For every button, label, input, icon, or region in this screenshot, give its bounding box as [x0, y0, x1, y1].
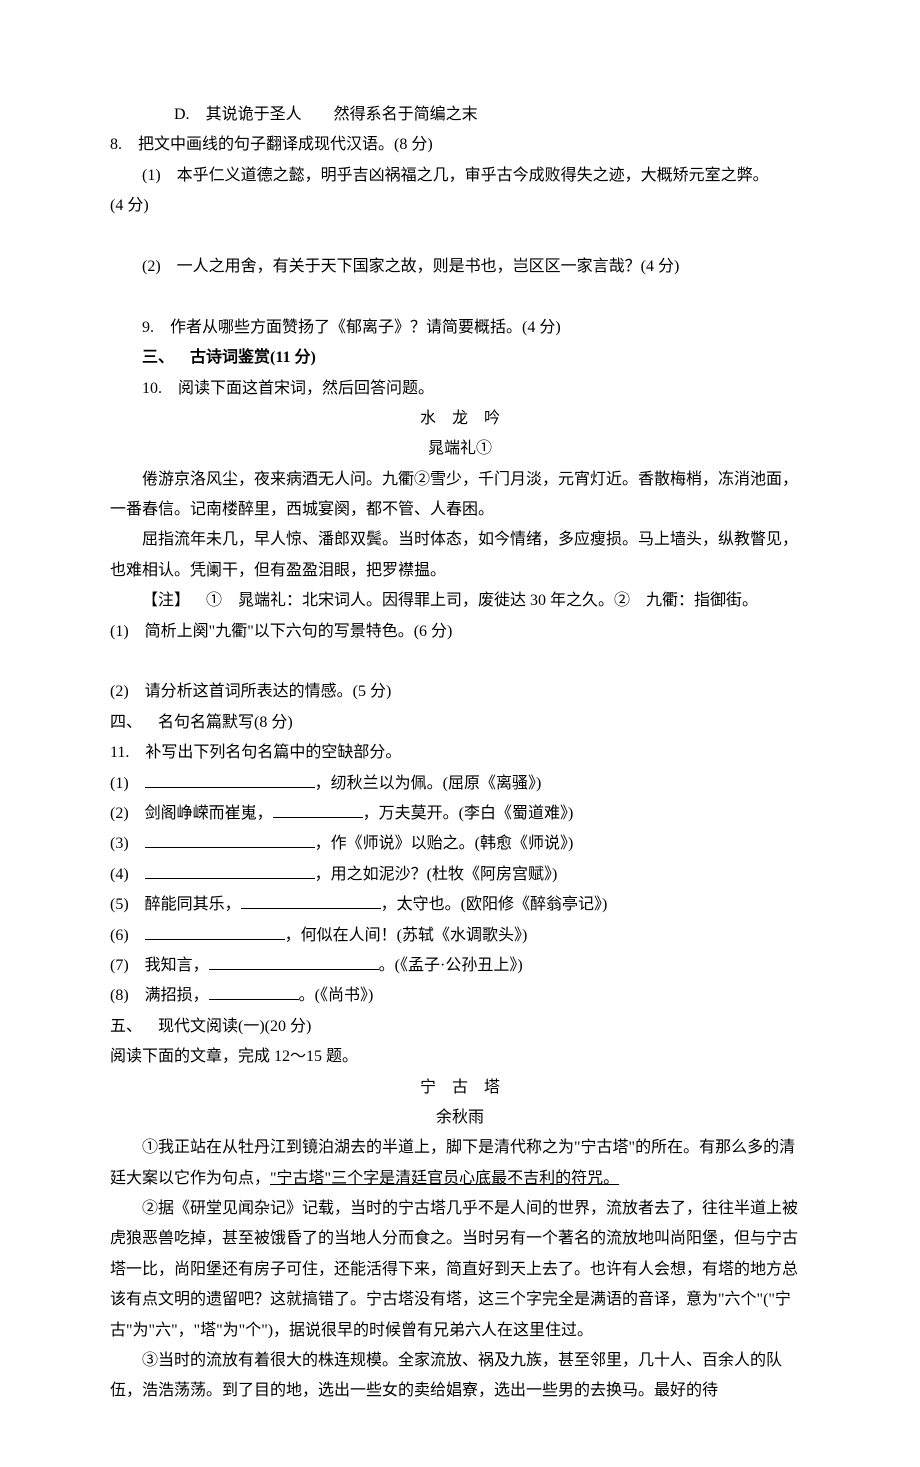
- q8-sub1-text: 本乎仁义道德之懿，明乎吉凶祸福之几，审乎古今成败得失之迹，大概矫元室之弊。: [177, 167, 769, 184]
- fill-blank[interactable]: [209, 983, 299, 1000]
- blank-line: [110, 647, 810, 677]
- item-num: (4): [110, 866, 129, 883]
- poem-note: 【注】 ① 晁端礼：北宋词人。因得罪上司，废徙达 30 年之久。② 九衢：指御街…: [110, 586, 810, 616]
- item-num: (1): [110, 775, 129, 792]
- q8-sub2-num: (2): [142, 258, 161, 275]
- note-label: 【注】: [142, 592, 190, 609]
- sec4-title: 名句名篇默写(8 分): [158, 714, 293, 731]
- item-num: (2): [110, 805, 129, 822]
- q11-item-8: (8) 满招损， 。(《尚书》): [110, 981, 810, 1011]
- item-after: 。(《孟子·公孙丑上》): [379, 957, 523, 974]
- reading-p2: ②据《研堂见闻杂记》记载，当时的宁古塔几乎不是人间的世界，流放者去了，往往半道上…: [110, 1194, 810, 1346]
- q11-item-5: (5) 醉能同其乐， ，太守也。(欧阳修《醉翁亭记》): [110, 890, 810, 920]
- q9-text: 作者从哪些方面赞扬了《郁离子》？请简要概括。(4 分): [170, 319, 561, 336]
- option-label: D.: [174, 106, 190, 123]
- q10-sub1-num: (1): [110, 623, 129, 640]
- poem-paragraph-2: 屈指流年未几，早人惊、潘郎双鬓。当时体态，如今情绪，多应瘦损。马上墙头，纵教瞥见…: [110, 525, 810, 586]
- q10-sub2: (2) 请分析这首词所表达的情感。(5 分): [110, 677, 810, 707]
- section-4-heading: 四、 名句名篇默写(8 分): [110, 708, 810, 738]
- item-num: (8): [110, 987, 129, 1004]
- blank-line: [110, 222, 810, 252]
- reading-p1-underline: "宁古塔"三个字是清廷官员心底最不吉利的符咒。: [270, 1170, 619, 1187]
- q9: 9. 作者从哪些方面赞扬了《郁离子》？请简要概括。(4 分): [110, 313, 810, 343]
- q8-sub1-num: (1): [142, 167, 161, 184]
- section-5-heading: 五、 现代文阅读(一)(20 分): [110, 1012, 810, 1042]
- page-container: D. 其说诡于圣人 然得系名于简编之末 8. 把文中画线的句子翻译成现代汉语。(…: [0, 0, 920, 1467]
- item-after: ，纫秋兰以为佩。(屈原《离骚》): [315, 775, 542, 792]
- sec3-num: 三、: [142, 349, 174, 366]
- section-3-heading: 三、 古诗词鉴赏(11 分): [110, 343, 810, 373]
- q11-item-1: (1) ，纫秋兰以为佩。(屈原《离骚》): [110, 769, 810, 799]
- poem-title: 水 龙 吟: [110, 404, 810, 434]
- fill-blank[interactable]: [273, 801, 363, 818]
- q11-item-3: (3) ，作《师说》以贻之。(韩愈《师说》): [110, 829, 810, 859]
- item-before: 剑阁峥嵘而崔嵬，: [145, 805, 273, 822]
- fill-blank[interactable]: [145, 831, 315, 848]
- blank-line: [110, 282, 810, 312]
- option-left: 其说诡于圣人: [206, 106, 302, 123]
- fill-blank[interactable]: [145, 771, 315, 788]
- note-body: ① 晁端礼：北宋词人。因得罪上司，废徙达 30 年之久。② 九衢：指御街。: [206, 592, 758, 609]
- q11-num: 11.: [110, 744, 129, 761]
- item-num: (6): [110, 927, 129, 944]
- q10-stem: 10. 阅读下面这首宋词，然后回答问题。: [110, 374, 810, 404]
- item-after: ，何似在人间！(苏轼《水调歌头》): [285, 927, 528, 944]
- reading-intro: 阅读下面的文章，完成 12～15 题。: [110, 1042, 810, 1072]
- q11-item-2: (2) 剑阁峥嵘而崔嵬， ，万夫莫开。(李白《蜀道难》): [110, 799, 810, 829]
- q10-text: 阅读下面这首宋词，然后回答问题。: [178, 380, 434, 397]
- reading-title: 宁 古 塔: [110, 1073, 810, 1103]
- reading-p1: ①我正站在从牡丹江到镜泊湖去的半道上，脚下是清代称之为"宁古塔"的所在。有那么多…: [110, 1133, 810, 1194]
- q10-sub2-num: (2): [110, 683, 129, 700]
- item-after: ，用之如泥沙？(杜牧《阿房宫赋》): [315, 866, 558, 883]
- q8-sub2-text: 一人之用舍，有关于天下国家之故，则是书也，岂区区一家言哉？(4 分): [177, 258, 680, 275]
- reading-p3: ③当时的流放有着很大的株连规模。全家流放、祸及九族，甚至邻里，几十人、百余人的队…: [110, 1346, 810, 1407]
- option-right: 然得系名于简编之末: [334, 106, 478, 123]
- fill-blank[interactable]: [145, 923, 285, 940]
- item-after: ，作《师说》以贻之。(韩愈《师说》): [315, 835, 574, 852]
- item-num: (5): [110, 896, 129, 913]
- item-before: 满招损，: [145, 987, 209, 1004]
- q8-sub1-score: (4 分): [110, 191, 810, 221]
- item-before: 我知言，: [145, 957, 209, 974]
- sec4-num: 四、: [110, 714, 142, 731]
- item-after: ，万夫莫开。(李白《蜀道难》): [363, 805, 574, 822]
- q8-sub1: (1) 本乎仁义道德之懿，明乎吉凶祸福之几，审乎古今成败得失之迹，大概矫元室之弊…: [110, 161, 810, 191]
- item-after: 。(《尚书》): [299, 987, 374, 1004]
- q10-sub1-text: 简析上阕"九衢"以下六句的写景特色。(6 分): [145, 623, 453, 640]
- q7-option-d: D. 其说诡于圣人 然得系名于简编之末: [110, 100, 810, 130]
- poem-author: 晁端礼①: [110, 434, 810, 464]
- reading-author: 余秋雨: [110, 1103, 810, 1133]
- sec5-title: 现代文阅读(一)(20 分): [158, 1018, 311, 1035]
- q9-num: 9.: [142, 319, 154, 336]
- q8-sub2: (2) 一人之用舍，有关于天下国家之故，则是书也，岂区区一家言哉？(4 分): [110, 252, 810, 282]
- item-before: 醉能同其乐，: [145, 896, 241, 913]
- poem-paragraph-1: 倦游京洛风尘，夜来病酒无人问。九衢②雪少，千门月淡，元宵灯近。香散梅梢，冻消池面…: [110, 465, 810, 526]
- q8-num: 8.: [110, 136, 122, 153]
- q10-num: 10.: [142, 380, 162, 397]
- q11-text: 补写出下列名句名篇中的空缺部分。: [145, 744, 401, 761]
- sec5-num: 五、: [110, 1018, 142, 1035]
- q8-text: 把文中画线的句子翻译成现代汉语。(8 分): [138, 136, 433, 153]
- sec3-title: 古诗词鉴赏(11 分): [190, 349, 316, 366]
- fill-blank[interactable]: [145, 862, 315, 879]
- fill-blank[interactable]: [209, 953, 379, 970]
- q11-item-7: (7) 我知言， 。(《孟子·公孙丑上》): [110, 951, 810, 981]
- q11-stem: 11. 补写出下列名句名篇中的空缺部分。: [110, 738, 810, 768]
- q11-item-4: (4) ，用之如泥沙？(杜牧《阿房宫赋》): [110, 860, 810, 890]
- q10-sub1: (1) 简析上阕"九衢"以下六句的写景特色。(6 分): [110, 617, 810, 647]
- q11-item-6: (6) ，何似在人间！(苏轼《水调歌头》): [110, 921, 810, 951]
- item-num: (7): [110, 957, 129, 974]
- q8-stem: 8. 把文中画线的句子翻译成现代汉语。(8 分): [110, 130, 810, 160]
- fill-blank[interactable]: [241, 892, 381, 909]
- item-after: ，太守也。(欧阳修《醉翁亭记》): [381, 896, 608, 913]
- item-num: (3): [110, 835, 129, 852]
- q10-sub2-text: 请分析这首词所表达的情感。(5 分): [145, 683, 392, 700]
